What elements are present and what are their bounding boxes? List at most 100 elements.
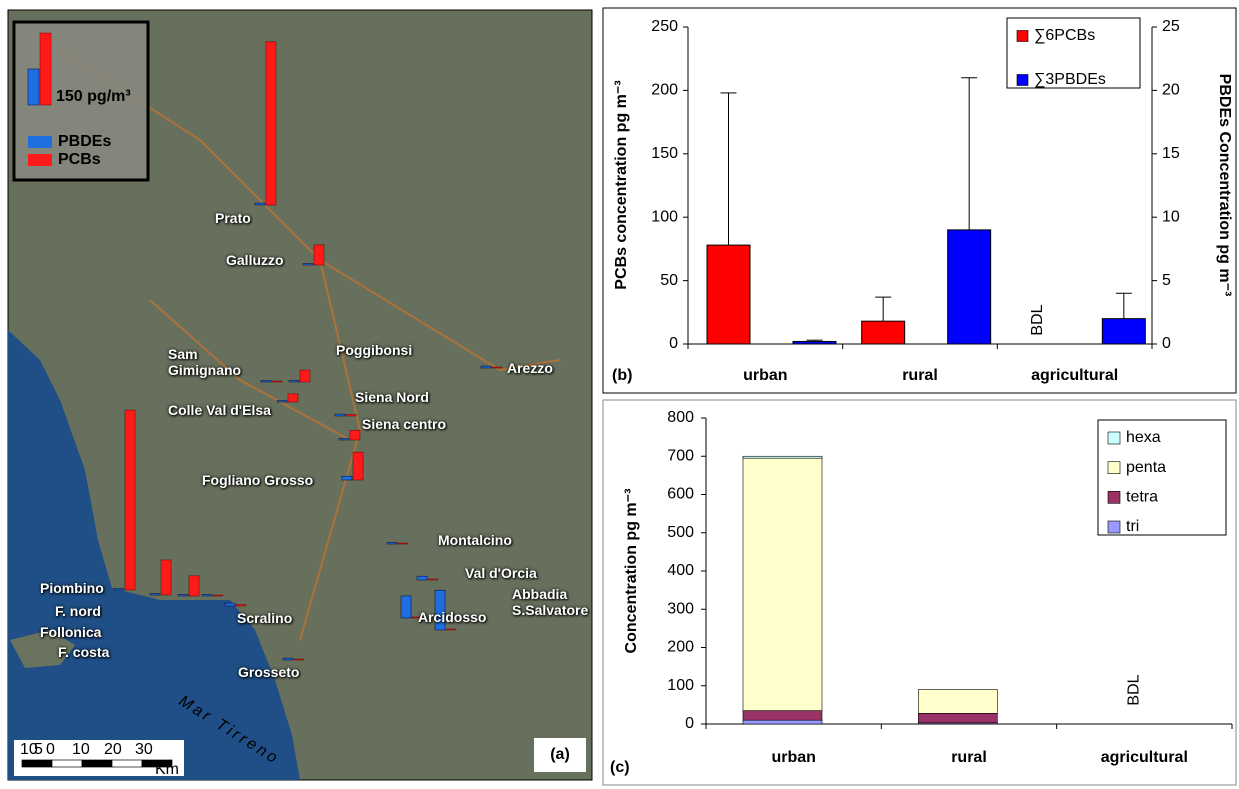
site-label: Arezzo (507, 360, 567, 376)
y2-tick-label: 15 (1162, 145, 1180, 162)
y-tick-label: 100 (667, 677, 694, 694)
x-tick-label: agricultural (1031, 367, 1118, 384)
site-label: Colle Val d'Elsa (168, 402, 288, 418)
bar-segment (743, 456, 822, 458)
scale-bar-unit: Km (155, 761, 179, 778)
y-tick-label: 0 (669, 335, 678, 352)
bar-segment (743, 720, 822, 724)
legend-label: tri (1126, 518, 1139, 535)
scale-bar-segment (22, 760, 52, 767)
y-tick-label: 50 (660, 272, 678, 289)
pbde-bar (401, 596, 411, 618)
bar-segment (743, 711, 822, 721)
site-label: Piombino (40, 580, 120, 596)
site-label: Sam Gimignano (168, 346, 258, 378)
y2-tick-label: 25 (1162, 18, 1180, 35)
pbde-bar (261, 381, 271, 382)
legend-swatch (28, 136, 52, 148)
y-tick-label: 200 (667, 639, 694, 656)
scale-bar-tick-label: 5 (34, 741, 43, 758)
pcb-bar (398, 543, 408, 544)
y-tick-label: 100 (651, 208, 678, 225)
pbde-bar (289, 381, 299, 382)
site-label: Follonica (40, 624, 120, 640)
scale-bar-tick-label: 0 (46, 741, 55, 758)
figure-canvas: 150 pg/m³PBDEsPCBsMar Tirreno(a)10501020… (0, 0, 1239, 789)
site-label: Val d'Orcia (465, 565, 565, 581)
y2-tick-label: 5 (1162, 272, 1171, 289)
scale-bar-segment (82, 760, 112, 767)
site-label: Arcidosso (418, 609, 508, 625)
pbde-bar (283, 658, 293, 660)
scale-bar-segment (112, 760, 142, 767)
legend-swatch (1108, 462, 1120, 474)
site-label: Siena Nord (355, 389, 445, 405)
bar-segment (743, 458, 822, 710)
y-axis-label: Concentration pg m⁻³ (623, 489, 640, 654)
y-tick-label: 500 (667, 524, 694, 541)
pcb-bar (446, 629, 456, 630)
legend-label: PCBs (58, 151, 101, 168)
pcb-bar (236, 605, 246, 606)
bar-segment (918, 713, 997, 723)
legend-swatch (28, 154, 52, 166)
bar (707, 245, 750, 344)
pcb-bar (492, 367, 502, 368)
y-tick-label: 150 (651, 145, 678, 162)
figure: 150 pg/m³PBDEsPCBsMar Tirreno(a)10501020… (0, 0, 1239, 789)
y2-tick-label: 20 (1162, 82, 1180, 99)
bar (1102, 319, 1145, 344)
legend-swatch (1017, 31, 1028, 42)
site-label: Scralino (237, 610, 307, 626)
pbde-bar (481, 366, 491, 368)
x-tick-label: agricultural (1101, 749, 1188, 766)
panel-label: (b) (612, 367, 632, 384)
y2-axis-label: PBDEs Concentration pg m⁻³ (1216, 74, 1233, 297)
y-tick-label: 600 (667, 486, 694, 503)
bar-segment (918, 690, 997, 714)
site-label: Prato (215, 210, 275, 226)
pcb-bar (288, 394, 298, 402)
panel-label: (c) (610, 759, 630, 776)
site-label: Poggibonsi (336, 342, 426, 358)
y2-tick-label: 0 (1162, 335, 1171, 352)
pcb-bar (294, 659, 304, 660)
y2-tick-label: 10 (1162, 208, 1180, 225)
legend-label: ∑3PBDEs (1034, 71, 1106, 88)
y-tick-label: 400 (667, 562, 694, 579)
site-label: Galluzzo (226, 252, 306, 268)
pbde-bar (339, 439, 349, 440)
legend-swatch (1108, 491, 1120, 503)
legend-scale-bar (40, 33, 51, 105)
scale-bar-segment (52, 760, 82, 767)
x-tick-label: urban (743, 367, 787, 384)
legend-swatch (1017, 75, 1028, 86)
site-label: Siena centro (362, 416, 462, 432)
pbde-bar (417, 576, 427, 580)
x-tick-label: rural (902, 367, 938, 384)
pbde-bar (387, 543, 397, 544)
site-label: F. nord (55, 603, 115, 619)
panel-label: (a) (550, 746, 570, 763)
x-tick-label: urban (771, 749, 815, 766)
legend-label: ∑6PCBs (1034, 27, 1095, 44)
y-axis-label: PCBs concentration pg m⁻³ (613, 80, 630, 289)
legend-swatch (1108, 432, 1120, 444)
y-tick-label: 200 (651, 82, 678, 99)
pcb-bar (314, 245, 324, 265)
legend-scale-bar (28, 69, 39, 105)
legend-label: penta (1126, 459, 1166, 476)
pbde-bar (150, 594, 160, 595)
bar (793, 341, 836, 344)
legend-label: tetra (1126, 489, 1158, 506)
pcb-bar (266, 42, 276, 205)
pcb-bar (213, 595, 223, 596)
site-label: Grosseto (238, 664, 318, 680)
pbde-bar (202, 595, 212, 596)
pcb-bar (346, 415, 356, 416)
pbde-bar (178, 595, 188, 596)
y-tick-label: 300 (667, 600, 694, 617)
scale-bar-tick-label: 30 (135, 741, 153, 758)
annotation: BDL (1029, 304, 1046, 335)
pbde-bar (225, 603, 235, 606)
